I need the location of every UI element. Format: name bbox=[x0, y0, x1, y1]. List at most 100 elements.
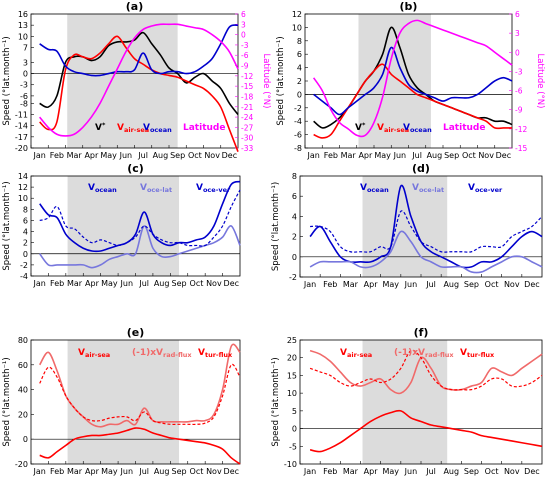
y2-tick-label: -15 bbox=[241, 82, 253, 91]
x-tick-label: Jun bbox=[120, 279, 134, 288]
x-tick-label: Jun bbox=[120, 467, 134, 476]
series-line-v- bbox=[39, 31, 239, 115]
x-tick-label: Aug bbox=[443, 280, 459, 289]
y2-tick-label: -3 bbox=[515, 67, 523, 76]
y2-tick-label: -6 bbox=[515, 87, 523, 96]
panel-a: Jan Feb Mar Apr May Jun Jul Aug Sep Oct Nov Dec -20 -… bbox=[2, 0, 271, 160]
y-tick-label: -6 bbox=[294, 131, 302, 140]
y-tick-label: -20 bbox=[15, 460, 28, 469]
x-tick-label: May bbox=[374, 151, 391, 160]
y2-tick-label: -18 bbox=[241, 92, 253, 101]
y-tick-label: 6 bbox=[292, 192, 297, 201]
y2-tick-label: -30 bbox=[241, 134, 253, 143]
series-line-vocean bbox=[39, 180, 241, 253]
panel-label: (f) bbox=[414, 326, 429, 339]
y-tick-label: 2 bbox=[292, 233, 297, 242]
y2-tick-label: 6 bbox=[241, 10, 246, 19]
x-tick-label: Feb bbox=[50, 467, 64, 476]
x-tick-label: Nov bbox=[206, 279, 222, 288]
x-tick-label: Dec bbox=[524, 467, 539, 476]
series-line-vocean bbox=[313, 46, 513, 116]
x-tick-label: Feb bbox=[50, 279, 64, 288]
series-line-vocean bbox=[39, 24, 239, 77]
y-tick-label: -20 bbox=[15, 144, 28, 153]
y2-tick-label: 6 bbox=[515, 10, 520, 19]
y-tick-label: -10 bbox=[284, 460, 297, 469]
legend-entry: Vair-sea bbox=[340, 348, 372, 359]
x-tick-label: Aug bbox=[427, 151, 443, 160]
y2-tick-label: -33 bbox=[241, 144, 253, 153]
y-axis-label: Speed (°lat.month⁻¹) bbox=[271, 357, 281, 446]
x-tick-label: Oct bbox=[485, 280, 499, 289]
x-tick-label: May bbox=[100, 151, 117, 160]
legend-entry: Vair-sea bbox=[78, 348, 110, 359]
legend-entry: Latitude bbox=[183, 123, 225, 133]
y-tick-label: -2 bbox=[20, 261, 28, 270]
y-tick-label: 3 bbox=[23, 58, 28, 67]
x-tick-label: Mar bbox=[343, 467, 359, 476]
x-tick-label: Jul bbox=[138, 279, 149, 288]
x-tick-label: Apr bbox=[84, 151, 99, 160]
y-tick-label: 4 bbox=[292, 212, 297, 221]
x-tick-label: Nov bbox=[478, 151, 494, 160]
x-tick-label: Nov bbox=[504, 467, 520, 476]
y2-tick-label: 3 bbox=[241, 20, 246, 29]
x-tick-label: Jul bbox=[425, 280, 436, 289]
panel-b: Jan Feb Mar Apr May Jun Jul Aug Sep Oct Nov Dec -8 -6… bbox=[276, 0, 545, 160]
panel-f: Jan Feb Mar Apr May Jun Jul Aug Sep Oct Nov Dec -10 -… bbox=[271, 326, 543, 476]
y-tick-label: 20 bbox=[287, 354, 297, 363]
legend-entry: Vocean bbox=[360, 183, 389, 194]
y-tick-label: -4 bbox=[294, 117, 302, 126]
x-tick-label: Apr bbox=[358, 151, 373, 160]
legend-entry: Latitude bbox=[443, 123, 485, 133]
x-tick-label: Sep bbox=[464, 467, 479, 476]
y-axis-label: Speed (°lat.month⁻¹) bbox=[2, 181, 12, 270]
series-line-vtur-flux bbox=[309, 349, 543, 391]
x-tick-label: May bbox=[101, 279, 118, 288]
y-tick-label: 10 bbox=[18, 194, 28, 203]
y-tick-label: 12 bbox=[18, 183, 28, 192]
y2-tick-label: -27 bbox=[241, 123, 253, 132]
x-tick-label: Mar bbox=[343, 280, 359, 289]
y2-tick-label: -6 bbox=[241, 51, 249, 60]
x-tick-label: Sep bbox=[172, 279, 187, 288]
y-tick-label: 10 bbox=[287, 389, 297, 398]
y2-axis-label: Latitude (°N) bbox=[261, 54, 271, 109]
x-tick-label: Dec bbox=[224, 467, 239, 476]
y-tick-label: -3 bbox=[20, 81, 28, 90]
legend-entry: V* bbox=[355, 121, 366, 133]
legend-entry: (-1)xVrad-flux bbox=[132, 348, 192, 359]
y-tick-label: -11 bbox=[15, 111, 28, 120]
series-line-vair-sea bbox=[309, 409, 543, 453]
y-tick-label: 8 bbox=[23, 205, 28, 214]
series-line-voce-ver bbox=[39, 189, 241, 247]
y-axis-label: Speed (°lat.month⁻¹) bbox=[2, 36, 12, 125]
y-tick-label: 0 bbox=[23, 250, 28, 259]
y-tick-label: -14 bbox=[15, 122, 28, 131]
panel-c: Jan Feb Mar Apr May Jun Jul Aug Sep Oct Nov Dec -4 -2… bbox=[2, 162, 241, 288]
y-tick-label: 25 bbox=[287, 336, 297, 345]
shaded-period bbox=[67, 176, 180, 276]
series-line-voce-ver bbox=[310, 210, 543, 253]
y-tick-label: 6 bbox=[297, 50, 302, 59]
x-tick-label: Apr bbox=[364, 467, 379, 476]
legend-entry: Vair-sea bbox=[117, 123, 149, 134]
legend-entry: Vocean bbox=[403, 123, 432, 134]
legend-entry: Voce-ver bbox=[468, 183, 503, 194]
y-tick-label: 8 bbox=[297, 37, 302, 46]
x-tick-label: Sep bbox=[464, 280, 479, 289]
y-tick-label: 40 bbox=[18, 386, 28, 395]
y2-tick-label: 3 bbox=[515, 29, 520, 38]
x-tick-label: Oct bbox=[190, 279, 204, 288]
y-tick-label: 60 bbox=[18, 361, 28, 370]
y2-tick-label: -12 bbox=[515, 125, 527, 134]
y-tick-label: 6 bbox=[23, 216, 28, 225]
y-tick-label: 16 bbox=[18, 10, 28, 19]
y2-axis-label: Latitude (°N) bbox=[535, 54, 545, 109]
y-tick-label: 15 bbox=[287, 371, 297, 380]
x-tick-label: Jun bbox=[119, 151, 133, 160]
legend-entry: Vtur-flux bbox=[460, 348, 495, 359]
x-tick-label: Jul bbox=[425, 467, 436, 476]
x-tick-label: Aug bbox=[154, 467, 170, 476]
